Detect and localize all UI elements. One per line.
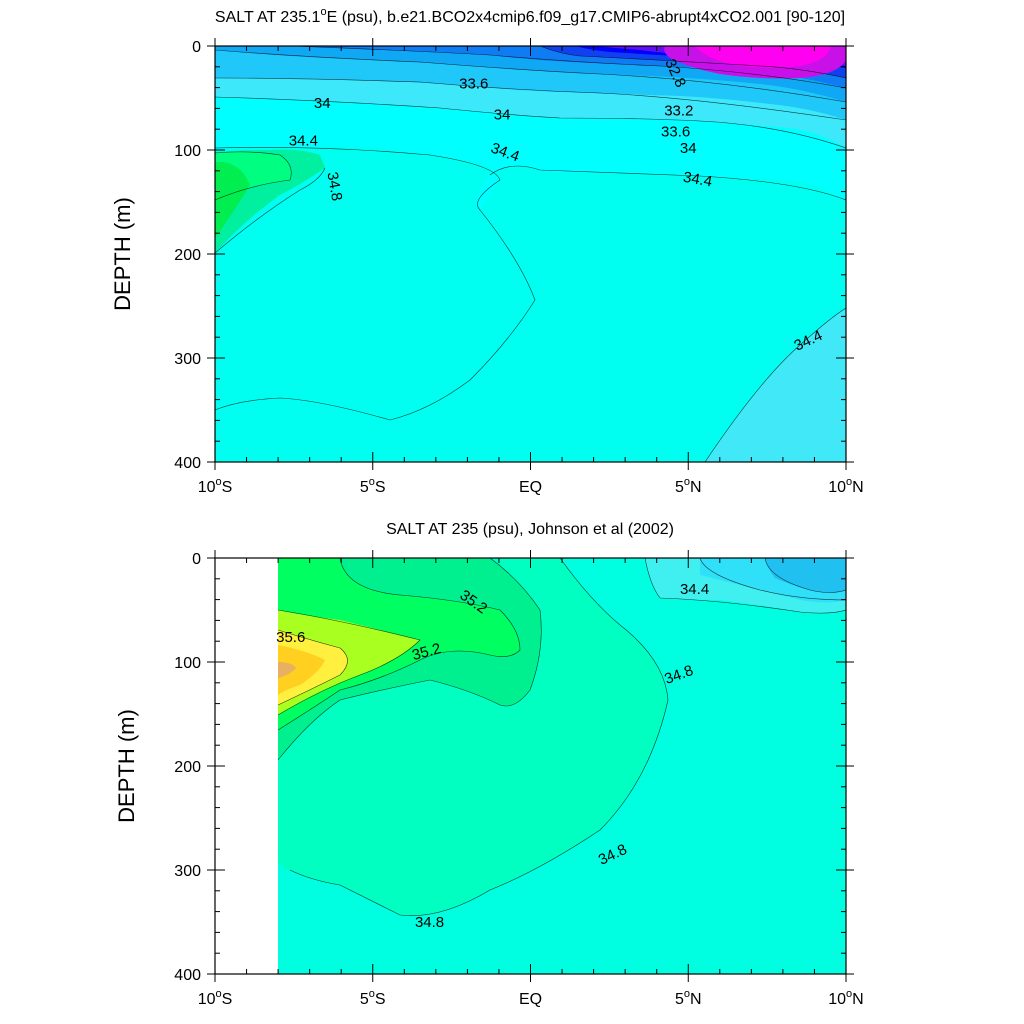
top-contour-fill: [215, 46, 846, 462]
x-tick-label: 10oN: [828, 988, 863, 1008]
contour-label: 34.4: [289, 133, 318, 150]
bottom-y-tick-labels: 0 100 200 300 400: [174, 551, 201, 984]
bottom-x-tick-labels: 10oS 5oS EQ 5oN 10oN: [198, 988, 864, 1008]
x-tick-label: 5oS: [360, 476, 386, 496]
bottom-y-axis-label: DEPTH (m): [114, 709, 139, 823]
x-tick-label: EQ: [519, 479, 542, 496]
contour-line: [289, 46, 846, 89]
contour-label-text: 34: [314, 95, 331, 112]
fill-35-4: [278, 610, 420, 715]
fill-32-6: [695, 46, 830, 68]
contour-line: [215, 167, 326, 254]
x-tick-label: 10oS: [198, 988, 233, 1008]
contour-line: [704, 307, 846, 462]
bottom-panel-title: SALT AT 235 (psu), Johnson et al (2002): [386, 521, 674, 538]
contour-label-text: 34.8: [323, 171, 345, 203]
contour-label-text: 34.4: [680, 581, 709, 598]
contour-line: [699, 558, 846, 601]
top-y-tick-labels: 0 100 200 300 400: [174, 39, 201, 472]
contour-label: 34.8: [323, 171, 345, 203]
contour-line: [539, 46, 846, 79]
contour-line: [215, 96, 846, 149]
x-tick-label: 5oN: [675, 476, 702, 496]
contour-line: [644, 558, 846, 614]
bottom-axis-ticks: [207, 550, 854, 982]
contour-label-text: 35.2: [410, 640, 443, 664]
fill-34: [765, 558, 846, 593]
contour-label: 34.4: [682, 169, 714, 191]
contour-line: [277, 609, 421, 716]
contour-label-text: 33.2: [664, 102, 693, 119]
contour-label: 34: [314, 95, 331, 112]
contour-line: [215, 147, 536, 421]
contour-label-text: 34: [494, 107, 511, 124]
y-tick-label: 0: [192, 551, 201, 568]
bottom-contour-fill: [277, 558, 846, 974]
contour-label: 33.6: [661, 123, 690, 140]
y-tick-label: 100: [174, 655, 201, 672]
fill-34-4-deep: [705, 308, 846, 462]
contour-label: 35.2: [410, 640, 443, 664]
contour-line: [289, 558, 669, 916]
contour-label-text: 34.4: [682, 169, 714, 191]
contour-line: [215, 151, 292, 201]
fill-35-8: [278, 645, 325, 695]
contour-label: 33.6: [459, 75, 488, 92]
y-tick-label: 300: [174, 863, 201, 880]
y-tick-label: 300: [174, 351, 201, 368]
contour-line: [277, 558, 542, 761]
fill-36: [278, 662, 296, 678]
contour-label-text: 33.6: [459, 75, 488, 92]
x-tick-label: 10oS: [198, 476, 233, 496]
contour-label: 34: [680, 140, 697, 157]
y-tick-label: 200: [174, 759, 201, 776]
contour-label: 34.4: [680, 581, 709, 598]
contour-label-text: 34: [680, 140, 697, 157]
y-tick-label: 100: [174, 143, 201, 160]
y-tick-label: 400: [174, 455, 201, 472]
contour-label-text: 34.8: [415, 914, 444, 931]
top-axis-ticks: [207, 38, 854, 470]
contour-label: 35.6: [276, 629, 305, 646]
fill-35: [215, 161, 250, 238]
y-tick-label: 0: [192, 39, 201, 56]
contour-label: 33.2: [664, 102, 693, 119]
x-tick-label: 5oN: [675, 988, 702, 1008]
contour-label-text: 34.4: [289, 133, 318, 150]
contour-line: [277, 558, 521, 731]
contour-label-text: 35.6: [276, 629, 305, 646]
contour-line: [215, 49, 846, 103]
top-y-axis-label: DEPTH (m): [110, 197, 135, 311]
contour-line: [764, 558, 846, 593]
contour-line: [277, 629, 348, 706]
y-tick-label: 400: [174, 967, 201, 984]
contour-line: [489, 165, 846, 201]
contour-label-text: 33.6: [661, 123, 690, 140]
bottom-panel: SALT AT 235 (psu), Johnson et al (2002): [114, 521, 864, 1008]
y-tick-label: 200: [174, 247, 201, 264]
contour-line: [215, 77, 846, 121]
x-tick-label: 10oN: [828, 476, 863, 496]
contour-label: 34.8: [415, 914, 444, 931]
contour-label: 34: [494, 107, 511, 124]
top-x-tick-labels: 10oS 5oS EQ 5oN 10oN: [198, 476, 864, 496]
x-tick-label: EQ: [519, 991, 542, 1008]
top-panel: SALT AT 235.1oE (psu), b.e21.BCO2x4cmip6…: [110, 6, 864, 496]
x-tick-label: 5oS: [360, 988, 386, 1008]
top-panel-title: SALT AT 235.1oE (psu), b.e21.BCO2x4cmip6…: [215, 6, 845, 26]
